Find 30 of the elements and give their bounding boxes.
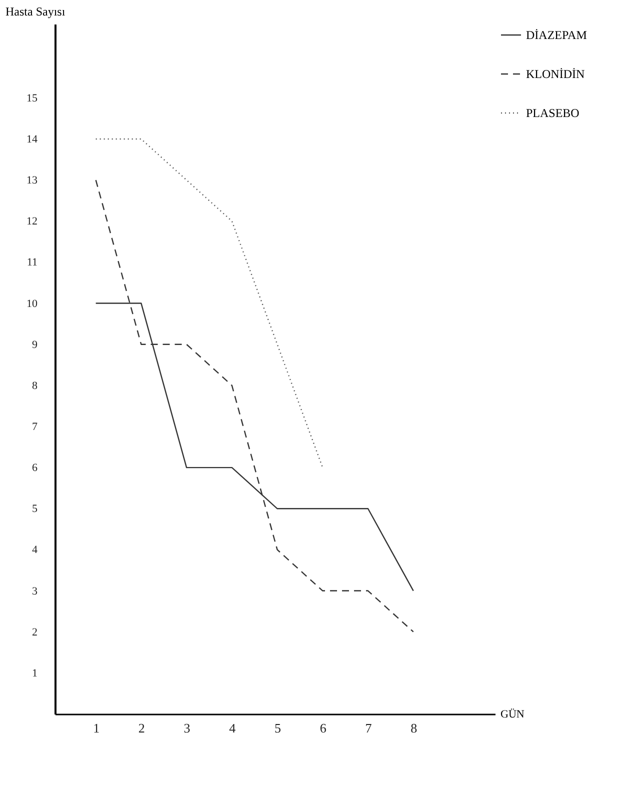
x-tick-label: 6 xyxy=(320,720,327,736)
legend-label: DİAZEPAM xyxy=(526,28,588,42)
y-tick-label: 9 xyxy=(32,338,38,351)
x-axis-title: GÜN xyxy=(500,708,524,720)
y-tick-label: 11 xyxy=(26,256,38,269)
y-tick-label: 5 xyxy=(32,503,38,516)
y-tick-label: 3 xyxy=(32,585,38,598)
x-tick-label: 8 xyxy=(410,720,418,736)
y-tick-label: 14 xyxy=(26,134,38,146)
y-tick-label: 1 xyxy=(32,667,38,680)
x-tick-label: 2 xyxy=(138,720,145,736)
y-tick-label: 6 xyxy=(32,462,38,474)
y-tick-label: 13 xyxy=(26,174,38,187)
line-series xyxy=(95,138,324,468)
x-tick-label: 1 xyxy=(93,720,100,736)
x-tick-label: 7 xyxy=(365,720,372,736)
y-axis-title: Hasta Sayısı xyxy=(6,4,66,18)
line-series xyxy=(95,179,414,632)
y-tick-label: 8 xyxy=(32,380,38,392)
y-tick-label: 12 xyxy=(26,216,38,228)
y-tick-label: 15 xyxy=(26,92,38,104)
y-tick-label: 7 xyxy=(32,421,38,433)
x-tick-label: 4 xyxy=(229,720,236,736)
legend-label: PLASEBO xyxy=(526,106,580,120)
x-tick-label: 3 xyxy=(184,720,190,736)
legend-label: KLONİDİN xyxy=(526,67,585,81)
y-tick-label: 4 xyxy=(32,544,38,556)
y-tick-label: 2 xyxy=(32,626,38,638)
x-tick-label: 5 xyxy=(274,720,282,736)
y-tick-label: 10 xyxy=(26,298,38,310)
